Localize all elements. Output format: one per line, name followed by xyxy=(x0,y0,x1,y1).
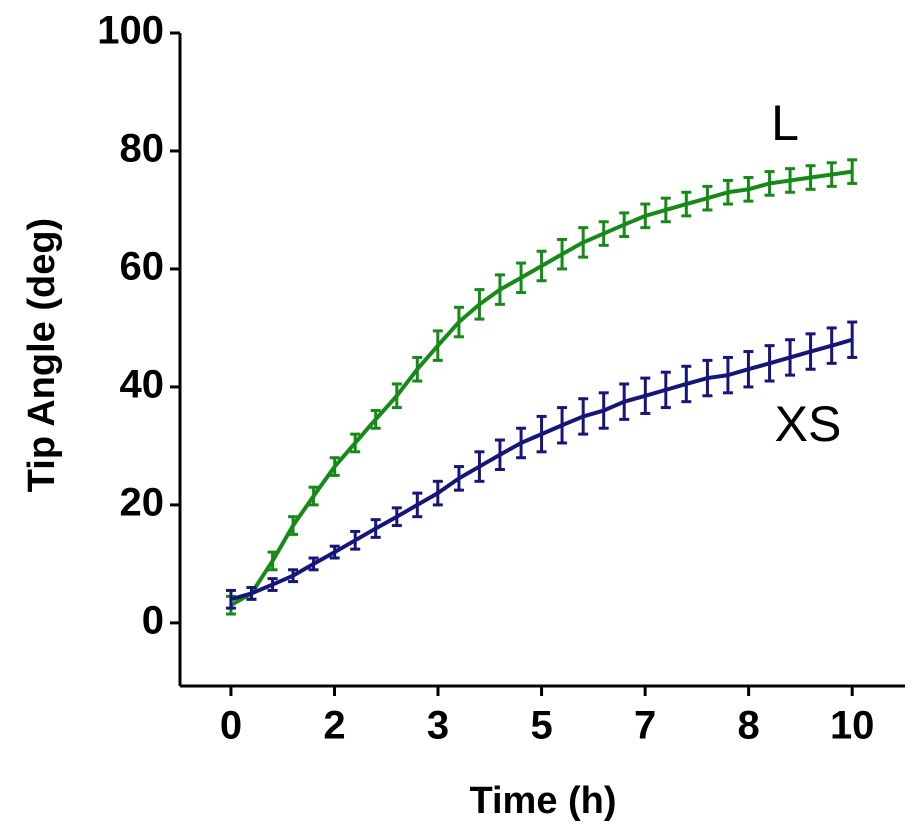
x-tick-label: 3 xyxy=(427,704,449,748)
x-tick-label: 5 xyxy=(530,704,552,748)
y-tick-label: 80 xyxy=(120,127,165,171)
x-tick-label: 7 xyxy=(634,704,656,748)
x-axis-label: Time (h) xyxy=(469,780,616,822)
y-tick-label: 100 xyxy=(97,9,164,53)
series-line xyxy=(229,169,853,607)
y-tick-label: 40 xyxy=(120,362,165,406)
x-tick-label: 0 xyxy=(220,704,242,748)
x-tick-label: 2 xyxy=(323,704,345,748)
y-axis-label: Tip Angle (deg) xyxy=(21,218,63,492)
x-tick-label: 8 xyxy=(738,704,760,748)
series-label: L xyxy=(771,95,799,151)
y-tick-label: 0 xyxy=(142,598,164,642)
x-tick-label: 10 xyxy=(830,704,875,748)
series-label: XS xyxy=(775,396,842,452)
y-tick-label: 20 xyxy=(120,480,165,524)
series-line xyxy=(230,337,853,602)
y-tick-label: 60 xyxy=(120,245,165,289)
